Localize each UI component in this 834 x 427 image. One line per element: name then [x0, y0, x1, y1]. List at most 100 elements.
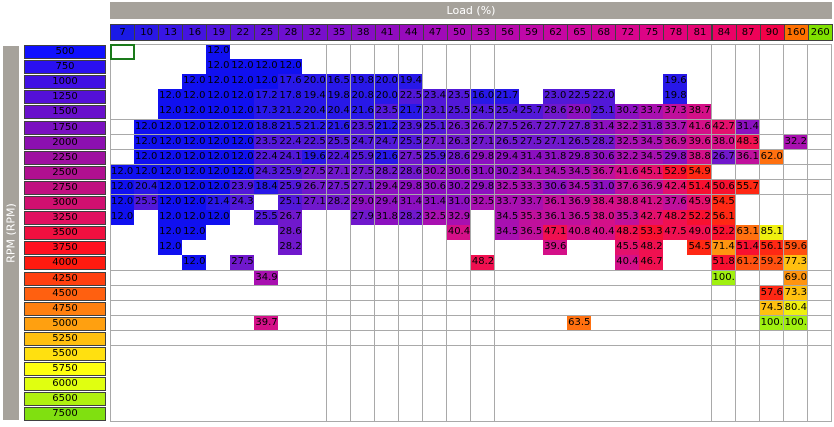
empty-map-cell[interactable]: [735, 104, 761, 120]
empty-map-cell[interactable]: [759, 104, 785, 120]
empty-map-cell[interactable]: [350, 240, 376, 256]
empty-map-cell[interactable]: [278, 285, 303, 302]
empty-map-cell[interactable]: [158, 270, 183, 287]
map-cell[interactable]: 36.5: [567, 210, 592, 226]
map-cell[interactable]: 31.8: [639, 119, 664, 136]
map-cell[interactable]: 12.0: [230, 74, 255, 90]
map-cell[interactable]: 24.7: [374, 134, 400, 151]
rpm-header-1500[interactable]: 1500: [24, 105, 106, 120]
empty-map-cell[interactable]: [134, 346, 159, 362]
map-cell[interactable]: 12.0: [110, 179, 135, 196]
empty-map-cell[interactable]: [302, 300, 328, 317]
map-cell[interactable]: 32.2: [783, 134, 809, 151]
map-cell[interactable]: 80.4: [783, 300, 809, 317]
empty-map-cell[interactable]: [711, 391, 737, 407]
map-cell[interactable]: 32.2: [615, 149, 640, 166]
rpm-header-2750[interactable]: 2750: [24, 180, 106, 195]
empty-map-cell[interactable]: [326, 44, 352, 60]
empty-map-cell[interactable]: [182, 346, 207, 362]
empty-map-cell[interactable]: [446, 270, 472, 287]
map-cell[interactable]: 61.2: [735, 255, 761, 271]
map-cell[interactable]: 32.5: [615, 134, 640, 151]
empty-map-cell[interactable]: [543, 406, 568, 422]
map-cell[interactable]: 31.8: [543, 149, 568, 166]
map-cell[interactable]: 35.3: [519, 210, 544, 226]
empty-map-cell[interactable]: [470, 44, 496, 60]
empty-map-cell[interactable]: [254, 285, 279, 302]
empty-map-cell[interactable]: [663, 270, 688, 287]
empty-map-cell[interactable]: [639, 44, 664, 60]
map-cell[interactable]: 25.4: [494, 104, 520, 120]
map-cell[interactable]: 12.0: [206, 149, 231, 166]
map-cell[interactable]: 12.0: [230, 104, 255, 120]
empty-map-cell[interactable]: [591, 346, 616, 362]
empty-map-cell[interactable]: [278, 376, 303, 392]
map-cell[interactable]: 12.0: [230, 134, 255, 151]
empty-map-cell[interactable]: [807, 59, 833, 75]
empty-map-cell[interactable]: [230, 346, 255, 362]
empty-map-cell[interactable]: [543, 270, 568, 287]
map-cell[interactable]: 26.7: [302, 179, 328, 196]
empty-map-cell[interactable]: [326, 376, 352, 392]
empty-map-cell[interactable]: [110, 285, 135, 302]
load-header-13[interactable]: 13: [158, 24, 184, 41]
map-cell[interactable]: 19.6: [663, 74, 688, 90]
empty-map-cell[interactable]: [807, 361, 833, 377]
empty-map-cell[interactable]: [374, 270, 400, 287]
empty-map-cell[interactable]: [302, 59, 328, 75]
map-cell[interactable]: 34.5: [494, 210, 520, 226]
map-cell[interactable]: 17.8: [278, 89, 303, 105]
map-cell[interactable]: 45.1: [639, 164, 664, 181]
empty-map-cell[interactable]: [519, 59, 544, 75]
empty-map-cell[interactable]: [591, 361, 616, 377]
map-cell[interactable]: 18.4: [254, 179, 279, 196]
empty-map-cell[interactable]: [807, 346, 833, 362]
empty-map-cell[interactable]: [759, 346, 785, 362]
empty-map-cell[interactable]: [543, 315, 568, 332]
empty-map-cell[interactable]: [326, 285, 352, 302]
empty-map-cell[interactable]: [278, 391, 303, 407]
empty-map-cell[interactable]: [687, 89, 712, 105]
map-cell[interactable]: 27.1: [422, 134, 448, 151]
empty-map-cell[interactable]: [735, 376, 761, 392]
map-cell[interactable]: 33.7: [639, 104, 664, 120]
empty-map-cell[interactable]: [254, 44, 279, 60]
empty-map-cell[interactable]: [567, 346, 592, 362]
empty-map-cell[interactable]: [494, 270, 520, 287]
empty-map-cell[interactable]: [422, 391, 448, 407]
empty-map-cell[interactable]: [422, 225, 448, 241]
map-cell[interactable]: 12.0: [254, 59, 279, 75]
empty-map-cell[interactable]: [783, 179, 809, 196]
empty-map-cell[interactable]: [615, 361, 640, 377]
empty-map-cell[interactable]: [735, 89, 761, 105]
map-cell[interactable]: 51.4: [735, 240, 761, 256]
map-cell[interactable]: 19.6: [302, 149, 328, 166]
empty-map-cell[interactable]: [134, 59, 159, 75]
map-cell[interactable]: 24.7: [350, 134, 376, 151]
empty-map-cell[interactable]: [639, 300, 664, 317]
empty-map-cell[interactable]: [470, 270, 496, 287]
map-cell[interactable]: 38.7: [687, 104, 712, 120]
map-cell[interactable]: 59.6: [783, 240, 809, 256]
map-cell[interactable]: 19.8: [326, 89, 352, 105]
map-cell[interactable]: 19.4: [302, 89, 328, 105]
empty-map-cell[interactable]: [254, 346, 279, 362]
empty-map-cell[interactable]: [519, 346, 544, 362]
map-cell[interactable]: 25.1: [591, 104, 616, 120]
map-cell[interactable]: 21.5: [278, 119, 303, 136]
empty-map-cell[interactable]: [182, 391, 207, 407]
empty-map-cell[interactable]: [687, 59, 712, 75]
map-cell[interactable]: 31.0: [470, 164, 496, 181]
empty-map-cell[interactable]: [759, 195, 785, 211]
map-cell[interactable]: 18.8: [254, 119, 279, 136]
map-cell[interactable]: 54.5: [687, 240, 712, 256]
map-cell[interactable]: 51.8: [711, 255, 737, 271]
empty-map-cell[interactable]: [807, 240, 833, 256]
map-cell[interactable]: 21.6: [326, 119, 352, 136]
empty-map-cell[interactable]: [206, 270, 231, 287]
empty-map-cell[interactable]: [134, 104, 159, 120]
map-cell[interactable]: 26.7: [278, 210, 303, 226]
map-cell[interactable]: 54.5: [711, 195, 737, 211]
empty-map-cell[interactable]: [278, 330, 303, 347]
empty-map-cell[interactable]: [302, 270, 328, 287]
